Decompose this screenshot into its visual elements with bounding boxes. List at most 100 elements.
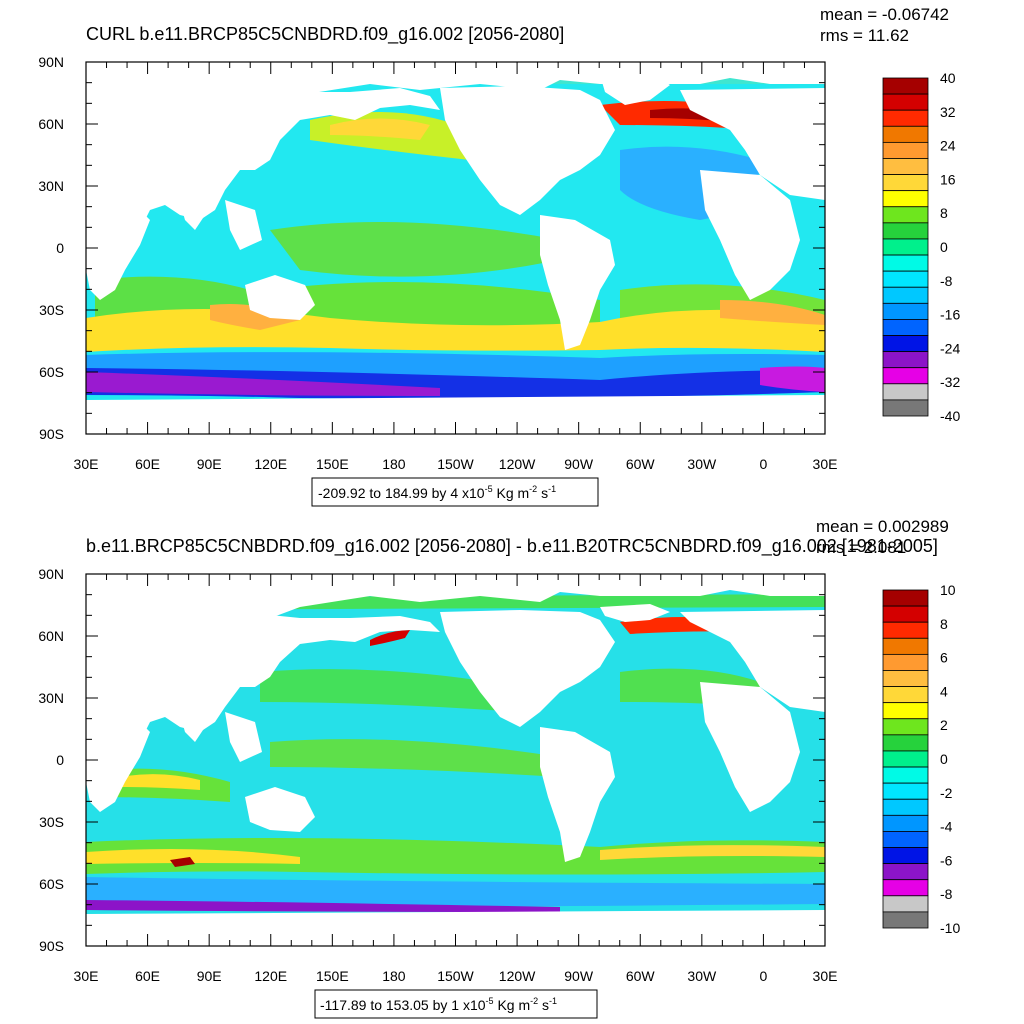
colorbar-label: 8 (940, 616, 948, 632)
colorbar: 40 32 24 16 8 0 -8 -16 -24 -32 -40 (882, 70, 960, 424)
longitude-label: 120E (254, 968, 287, 984)
southern-anomaly-band (86, 838, 825, 875)
latitude-label: 60N (38, 628, 64, 644)
colorbar-label: -40 (940, 408, 960, 424)
colorbar-swatch (882, 895, 929, 913)
curl-panel: CURL b.e11.BRCP85C5CNBDRD.f09_g16.002 [2… (38, 5, 960, 507)
longitude-label: 60W (626, 968, 656, 984)
latitude-label: 60S (39, 876, 64, 892)
colorbar-swatch (882, 158, 929, 175)
colorbar-swatch (882, 174, 929, 192)
colorbar-swatch (882, 270, 929, 288)
colorbar-swatch (882, 335, 929, 353)
colorbar-label: -8 (940, 273, 953, 289)
colorbar-swatch (882, 653, 929, 671)
colorbar-swatch (882, 286, 929, 304)
colorbar-swatch (882, 302, 929, 320)
colorbar-swatch (882, 798, 929, 816)
colorbar-swatch (882, 351, 929, 369)
colorbar-swatch (882, 718, 929, 736)
colorbar-swatch (882, 911, 929, 929)
colorbar-label: 24 (940, 138, 956, 154)
longitude-label: 150W (437, 968, 474, 984)
longitude-label: 150W (437, 456, 474, 472)
mean-label: mean = -0.06742 (820, 5, 949, 24)
range-label: -117.89 to 153.05 by 1 x10-5 Kg m-2 s-1 (320, 996, 557, 1013)
colorbar-label: 2 (940, 717, 948, 733)
difference-map-figure: b.e11.BRCP85C5CNBDRD.f09_g16.002 [2056-2… (38, 517, 960, 1019)
longitude-label: 0 (760, 968, 768, 984)
rms-label: rms = 2.081 (816, 538, 906, 557)
colorbar-label: 8 (940, 205, 948, 221)
colorbar-swatch (882, 782, 929, 800)
colorbar-label: 32 (940, 104, 956, 120)
map-title: b.e11.BRCP85C5CNBDRD.f09_g16.002 [2056-2… (86, 536, 938, 557)
longitude-label: 0 (760, 456, 768, 472)
colorbar-swatch (882, 367, 929, 385)
longitude-label: 60W (626, 456, 656, 472)
colorbar-swatch (882, 702, 929, 720)
latitude-label: 30S (39, 814, 64, 830)
colorbar-swatch (882, 847, 929, 865)
colorbar-label: -24 (940, 340, 960, 356)
latitude-label: 30S (39, 302, 64, 318)
colorbar-swatch (882, 238, 929, 256)
map-plot-area (86, 574, 825, 946)
longitude-label: 120W (499, 968, 536, 984)
colorbar-swatch (882, 766, 929, 784)
colorbar-swatch (882, 383, 929, 401)
colorbar-swatch (882, 621, 929, 639)
longitude-label: 120W (499, 456, 536, 472)
latitude-label: 30N (38, 178, 64, 194)
colorbar-swatch (882, 125, 929, 143)
colorbar-label: 16 (940, 171, 956, 187)
equatorial-anomaly (270, 222, 600, 277)
colorbar-label: -4 (940, 819, 953, 835)
latitude-label: 90S (39, 426, 64, 442)
rms-label: rms = 11.62 (820, 26, 909, 45)
longitude-label: 60E (135, 456, 160, 472)
map-axes (85, 573, 826, 947)
colorbar-swatch (882, 686, 929, 704)
latitude-labels: 90N 60N 30N 0 30S 60S 90S (38, 54, 64, 442)
colorbar-label: 10 (940, 582, 956, 598)
range-label-box (314, 989, 598, 1019)
latitude-label: 60N (38, 116, 64, 132)
colorbar-label: -6 (940, 852, 953, 868)
colorbar-label: -16 (940, 307, 960, 323)
longitude-label: 30W (687, 456, 717, 472)
latitude-label: 90N (38, 54, 64, 70)
colorbar-label: -2 (940, 785, 953, 801)
latitude-label: 90S (39, 938, 64, 954)
longitude-label: 30E (74, 968, 99, 984)
map-plot-area (86, 62, 825, 434)
longitude-label: 150E (316, 968, 349, 984)
colorbar-swatch (882, 399, 929, 417)
colorbar-swatch (882, 863, 929, 881)
colorbar-label: -32 (940, 374, 960, 390)
colorbar-swatch (882, 77, 929, 95)
colorbar-swatch (882, 206, 929, 224)
range-label-box (311, 477, 599, 507)
colorbar-swatch (882, 190, 929, 208)
longitude-label: 30E (813, 456, 838, 472)
colorbar-swatch (882, 879, 929, 897)
colorbar-label: 4 (940, 683, 948, 699)
longitude-label: 90E (197, 968, 222, 984)
longitude-labels: 30E 60E 90E 120E 150E 180 150W 120W 90W 60W 30W 0 30… (74, 456, 838, 472)
colorbar-swatch (882, 254, 929, 272)
colorbar-label: 40 (940, 70, 956, 86)
longitude-label: 30W (687, 968, 717, 984)
colorbar-label: 6 (940, 650, 948, 666)
longitude-labels: 30E 60E 90E 120E 150E 180 150W 120W 90W 60W 30W 0 30… (74, 968, 838, 984)
longitude-label: 90W (564, 456, 594, 472)
latitude-label: 90N (38, 566, 64, 582)
colorbar: 10 8 6 4 2 0 -2 -4 -6 -8 -10 (882, 582, 960, 936)
latitude-label: 0 (56, 752, 64, 768)
colorbar-swatch (882, 109, 929, 127)
longitude-label: 30E (74, 456, 99, 472)
colorbar-swatch (882, 141, 929, 159)
longitude-label: 120E (254, 456, 287, 472)
colorbar-swatch (882, 670, 929, 687)
longitude-label: 90W (564, 968, 594, 984)
